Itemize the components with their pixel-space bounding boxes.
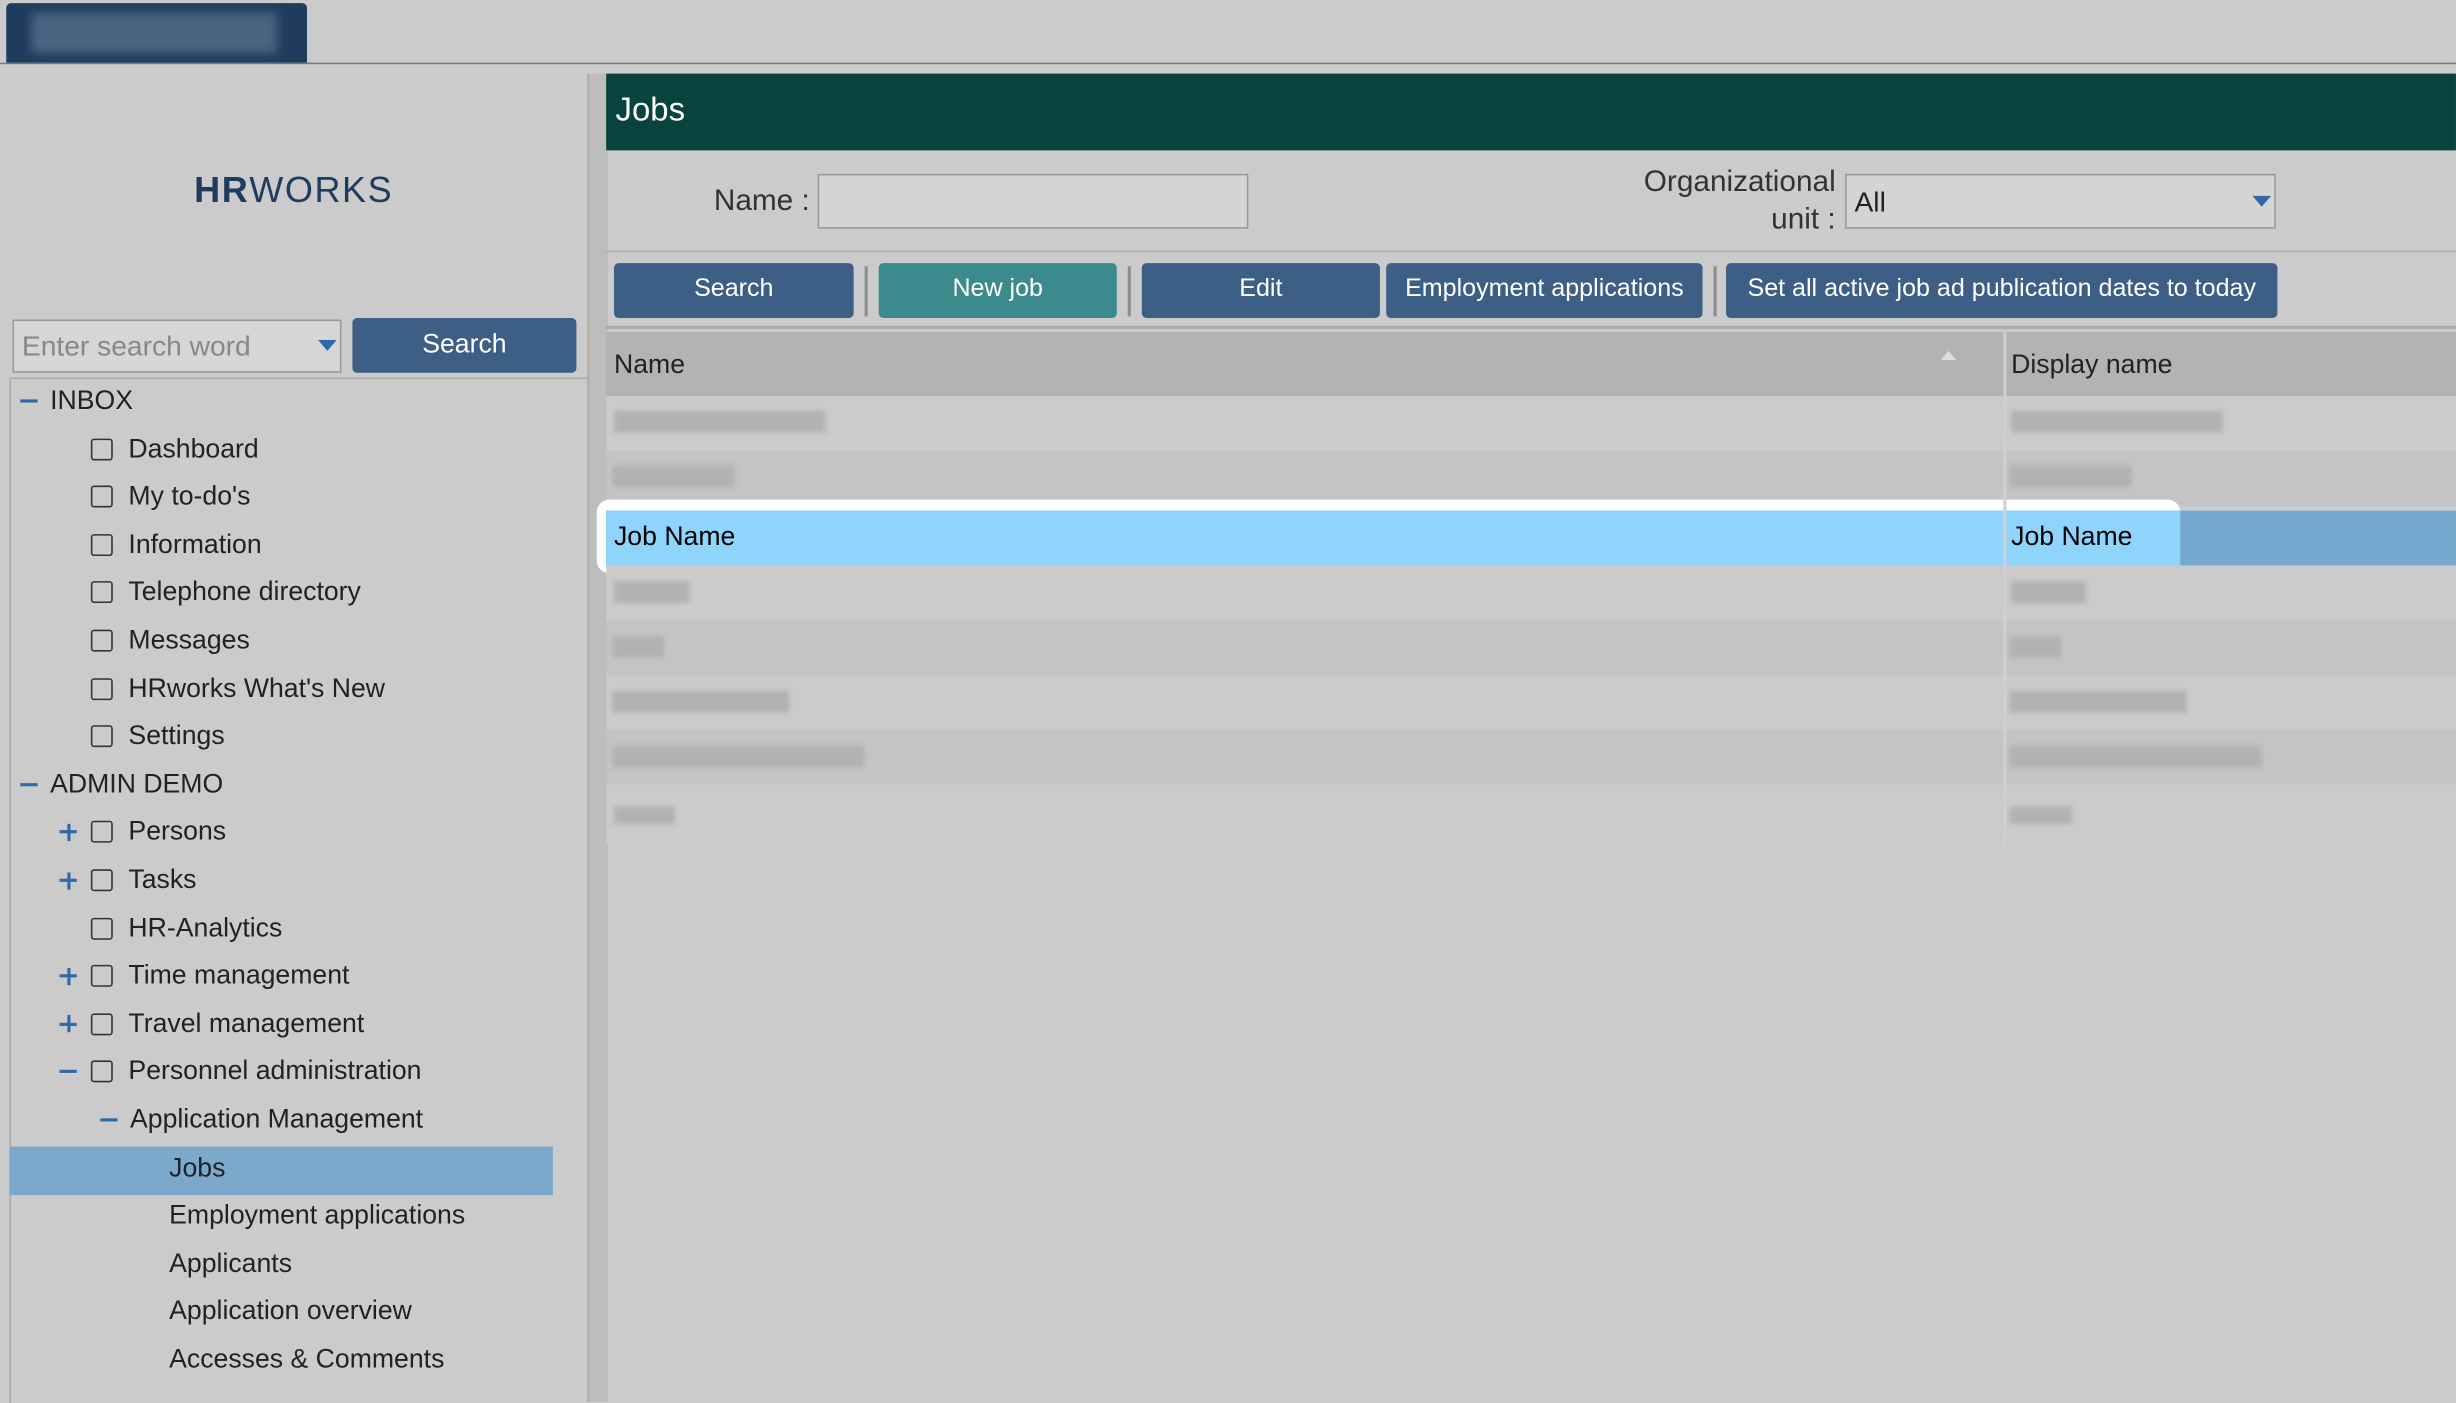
app-tab[interactable]	[6, 3, 307, 63]
tree-item[interactable]: Time management	[128, 960, 350, 991]
expand-icon	[59, 871, 77, 889]
tree-item[interactable]: Telephone directory	[128, 577, 361, 607]
tree-item[interactable]: Settings	[128, 720, 225, 751]
tree-icon	[90, 677, 113, 700]
new-job-button[interactable]: New job	[878, 263, 1117, 318]
header: Jobs	[606, 73, 2456, 151]
expand-icon	[59, 967, 77, 985]
tree-panel	[9, 377, 588, 1403]
collapse-icon	[20, 399, 38, 403]
logo: HRWORKS	[194, 169, 394, 210]
expand-icon	[59, 1015, 77, 1033]
tree-item[interactable]: Dashboard	[128, 433, 259, 463]
tree-item[interactable]: HRworks What's New	[128, 672, 386, 703]
name-input[interactable]	[817, 173, 1249, 229]
tree-icon	[90, 965, 113, 988]
tree-icon	[90, 629, 113, 652]
column-header[interactable]: Name	[613, 349, 686, 380]
page-title: Jobs	[615, 92, 686, 129]
expand-icon	[59, 823, 77, 841]
edit-button[interactable]: Edit	[1141, 263, 1380, 318]
splitter	[587, 73, 608, 1402]
column-header[interactable]: Display name	[2011, 349, 2173, 380]
tree-icon	[90, 533, 113, 556]
tree-item[interactable]: Tasks	[128, 864, 197, 895]
tree-icon	[90, 725, 113, 748]
tree-icon	[90, 821, 113, 844]
collapse-icon	[59, 1070, 77, 1074]
org-select[interactable]: All	[1845, 173, 2276, 229]
tree-item[interactable]: Employment applications	[169, 1200, 466, 1230]
tree-icon	[90, 437, 113, 460]
search-button[interactable]: Search	[352, 317, 577, 373]
tree-item[interactable]: Application Management	[130, 1104, 424, 1135]
tree-item[interactable]: Information	[128, 529, 262, 559]
cell: Job Name	[2011, 521, 2133, 552]
tree-selection	[9, 1146, 553, 1196]
tree-icon	[90, 485, 113, 508]
tree-icon	[90, 1013, 113, 1036]
tree-item[interactable]: Personnel administration	[128, 1056, 422, 1087]
tree-item[interactable]: Application overview	[169, 1295, 412, 1326]
search-jobs-button[interactable]: Search	[613, 263, 854, 318]
collapse-icon	[20, 782, 38, 786]
tree-group[interactable]: INBOX	[50, 385, 133, 416]
search-input[interactable]: Enter search word	[12, 319, 342, 373]
tree-icon	[90, 581, 113, 604]
tree-icon	[90, 1060, 113, 1083]
tree-item[interactable]: Messages	[128, 624, 250, 655]
tree-item[interactable]: Persons	[128, 816, 227, 847]
publish-dates-button[interactable]: Set all active job ad publication dates …	[1726, 263, 2278, 318]
tree-group[interactable]: ADMIN DEMO	[50, 768, 224, 799]
tree-item[interactable]: Applicants	[169, 1248, 293, 1278]
tree-item[interactable]: Accesses & Comments	[169, 1343, 445, 1374]
org-value: All	[1854, 186, 1886, 218]
org-label: Organizational unit :	[1643, 166, 1836, 237]
tree-item[interactable]: Jobs	[169, 1152, 226, 1182]
tree-icon	[90, 869, 113, 892]
name-label: Name :	[713, 184, 810, 218]
tree-icon	[90, 917, 113, 940]
top-line	[0, 62, 2456, 65]
collapse-icon	[100, 1118, 118, 1122]
applications-button[interactable]: Employment applications	[1386, 263, 1703, 318]
cell: Job Name	[613, 521, 736, 552]
tree-item[interactable]: HR-Analytics	[128, 912, 283, 943]
tree-item[interactable]: My to-do's	[128, 481, 251, 511]
placeholder: Enter search word	[21, 330, 251, 362]
tree-item[interactable]: Travel management	[128, 1008, 365, 1039]
table-header: Name Display name	[606, 332, 2456, 397]
selected-row[interactable]: Job Name Job Name	[606, 510, 2456, 566]
